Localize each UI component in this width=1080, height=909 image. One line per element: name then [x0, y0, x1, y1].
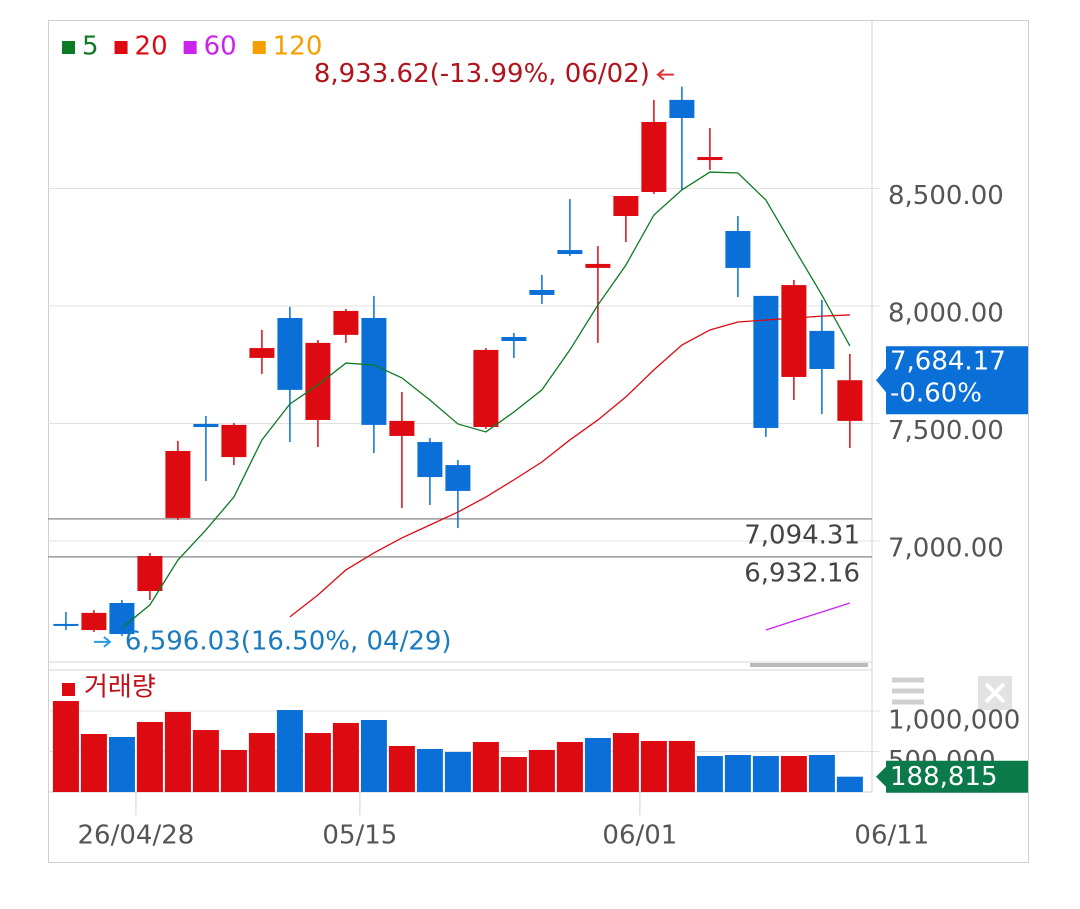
volume-bar [500, 757, 527, 792]
x-tick-label: 06/11 [854, 821, 929, 851]
candle-body [809, 330, 835, 369]
volume-bar [416, 748, 443, 792]
volume-bar [248, 733, 275, 792]
moving-average-line [121, 171, 851, 629]
volume-bar [52, 701, 79, 792]
candle-body [81, 612, 107, 631]
x-tick-label: 05/15 [322, 821, 397, 851]
candle-body [781, 285, 807, 377]
candle-body [277, 317, 303, 390]
candle-body [585, 263, 611, 268]
candle-body [305, 342, 331, 420]
low-annotation: 6,596.03(16.50%, 04/29) [125, 626, 452, 656]
candle-body [193, 423, 219, 428]
volume-legend-label: 거래량 [84, 673, 156, 703]
y-tick-label: 7,500.00 [888, 416, 1004, 446]
marks-layer [52, 86, 863, 792]
candle-body [165, 450, 191, 518]
volume-tick-label: 1,000,000 [888, 705, 1020, 735]
legend-swatch [62, 41, 75, 54]
legend-swatch [114, 41, 128, 54]
candle-body [53, 623, 79, 626]
volume-badge-label: 188,815 [890, 762, 998, 792]
volume-bar [220, 749, 247, 792]
volume-bar [724, 754, 751, 792]
legend-swatch [252, 41, 266, 54]
volume-bar [108, 736, 135, 792]
volume-bar [80, 733, 107, 792]
candle-body [473, 349, 499, 428]
volume-bar [332, 722, 359, 792]
moving-average-line [765, 602, 851, 631]
grid-layer [48, 187, 880, 815]
labels-layer: 7,000.007,500.008,000.008,500.00500,0001… [62, 32, 1028, 851]
candle-body [641, 121, 667, 193]
legend-label: 5 [82, 32, 99, 62]
volume-bar [472, 742, 499, 792]
current-price-badge [876, 346, 1028, 415]
y-tick-label: 8,000.00 [888, 298, 1004, 328]
candle-body [753, 295, 779, 428]
volume-bar [836, 776, 863, 792]
volume-bar [584, 737, 611, 792]
candle-body [137, 556, 163, 592]
x-tick-label: 26/04/28 [78, 821, 195, 851]
volume-bar [780, 756, 807, 792]
candle-body [109, 603, 135, 635]
annotation-arrow [93, 636, 112, 648]
volume-bar [668, 740, 695, 792]
frame [48, 20, 1029, 863]
level-label: 6,932.16 [744, 558, 860, 588]
candle-body [221, 424, 247, 458]
volume-bar [136, 722, 163, 792]
volume-bar [640, 740, 667, 792]
candle-body [613, 196, 639, 216]
candle-body [333, 310, 359, 335]
volume-bar [612, 733, 639, 792]
y-tick-label: 8,500.00 [888, 181, 1004, 211]
current-price-label: 7,684.17 [890, 347, 1006, 377]
candle-body [389, 420, 415, 436]
candle-body [557, 250, 583, 255]
legend-label: 120 [273, 32, 323, 62]
volume-bar [752, 756, 779, 792]
legend-label: 60 [204, 32, 237, 62]
legend-swatch [183, 41, 197, 54]
x-tick-label: 06/01 [602, 821, 677, 851]
menu-icon[interactable] [892, 677, 924, 705]
legend-label: 20 [135, 32, 168, 62]
volume-bar [360, 719, 387, 792]
volume-badge [876, 760, 1028, 793]
candle-body [669, 99, 695, 118]
close-icon[interactable] [978, 676, 1012, 710]
candle-body [697, 157, 723, 161]
volume-bar [304, 733, 331, 792]
volume-bar [164, 711, 191, 792]
volume-bar [388, 745, 415, 792]
candle-body [249, 348, 275, 358]
volume-bar [276, 710, 303, 792]
current-change-label: -0.60% [890, 379, 982, 409]
volume-bar [528, 749, 555, 792]
level-label: 7,094.31 [744, 520, 860, 550]
candle-body [529, 290, 555, 295]
volume-bar [192, 730, 219, 792]
y-tick-label: 7,000.00 [888, 533, 1004, 563]
volume-bar [808, 754, 835, 792]
candle-body [725, 231, 751, 268]
candle-body [837, 380, 863, 421]
candle-body [445, 465, 471, 491]
volume-bar [556, 742, 583, 792]
volume-bar [444, 751, 471, 792]
high-annotation: 8,933.62(-13.99%, 06/02) [314, 59, 650, 89]
volume-bar [696, 756, 723, 792]
candle-body [501, 337, 527, 341]
volume-legend-swatch [62, 683, 75, 696]
annotation-arrow [656, 68, 674, 81]
candle-body [361, 317, 387, 425]
moving-average-line [289, 314, 850, 618]
candle-body [417, 442, 443, 478]
